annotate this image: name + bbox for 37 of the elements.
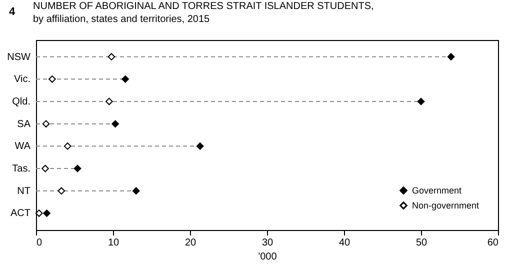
point bbox=[42, 120, 50, 128]
point bbox=[447, 53, 455, 60]
y-tick-label: Tas. bbox=[12, 164, 30, 175]
x-tick-label: 40 bbox=[338, 238, 350, 248]
point bbox=[196, 142, 204, 150]
chart-subtitle: by affiliation, states and territories, 2015 bbox=[33, 14, 210, 25]
x-tick-label: 30 bbox=[262, 238, 274, 248]
x-tick-label: 20 bbox=[184, 238, 196, 248]
x-tick-label: 50 bbox=[416, 238, 428, 248]
point bbox=[35, 210, 43, 217]
x-tick-label: 10 bbox=[108, 238, 120, 248]
y-tick-label: ACT bbox=[10, 208, 30, 220]
point bbox=[48, 75, 56, 83]
text: 4 bbox=[8, 6, 16, 18]
point bbox=[74, 164, 82, 172]
point bbox=[64, 142, 72, 150]
y-tick-label: NT bbox=[17, 186, 30, 197]
point bbox=[43, 210, 50, 217]
point bbox=[42, 164, 49, 172]
x-axis-title: '000 bbox=[258, 252, 278, 262]
x-tick-label: 0 bbox=[36, 238, 42, 248]
point bbox=[417, 98, 425, 106]
legend-label: Non-government bbox=[412, 200, 480, 210]
point bbox=[112, 120, 119, 128]
y-tick-label: Qld. bbox=[12, 96, 30, 108]
point bbox=[122, 75, 129, 83]
point bbox=[105, 98, 113, 106]
point bbox=[108, 53, 116, 60]
chart-title: NUMBER OF ABORIGINAL AND TORRES STRAIT ISLANDER STUDENTS, bbox=[33, 1, 374, 12]
point bbox=[132, 187, 140, 195]
y-tick-label: NSW bbox=[7, 52, 32, 63]
legend-label: Government bbox=[412, 186, 462, 196]
point bbox=[58, 187, 66, 195]
y-tick-label: Vic. bbox=[14, 74, 30, 86]
y-tick-label: SA bbox=[17, 118, 31, 130]
x-tick-label: 60 bbox=[487, 238, 499, 248]
y-tick-label: WA bbox=[14, 141, 31, 152]
